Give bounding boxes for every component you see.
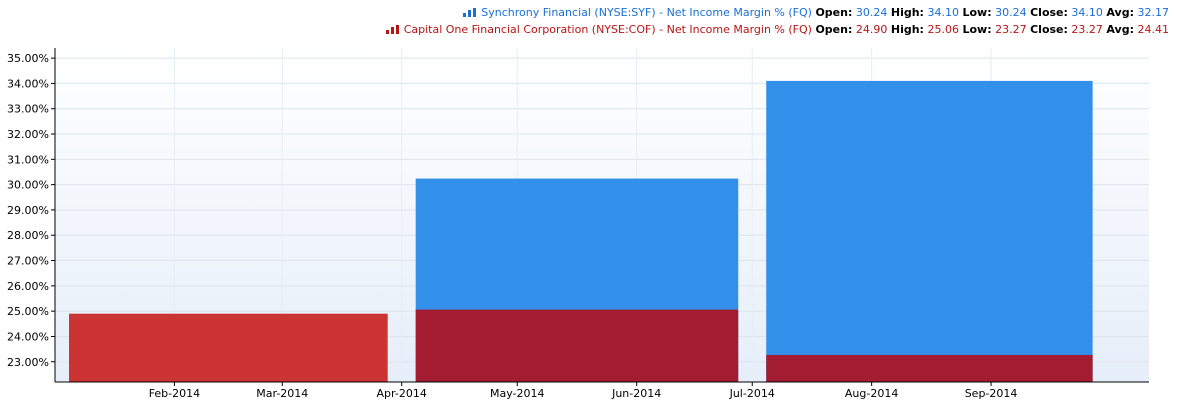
- x-tick-label: Jun-2014: [611, 387, 661, 400]
- legend-high-value: 25.06: [927, 23, 959, 36]
- legend-low-label: Low:: [962, 6, 992, 19]
- legend-syf[interactable]: Synchrony Financial (NYSE:SYF) - Net Inc…: [463, 6, 1169, 19]
- legend-close-label: Close:: [1030, 6, 1068, 19]
- legend-close-value: 34.10: [1071, 6, 1103, 19]
- legend-close-value: 23.27: [1071, 23, 1103, 36]
- y-tick-label: 29.00%: [7, 204, 49, 217]
- x-tick-label: Sep-2014: [965, 387, 1018, 400]
- legend-close-label: Close:: [1030, 23, 1068, 36]
- legend-series-name: Synchrony Financial (NYSE:SYF) - Net Inc…: [481, 6, 812, 19]
- axes: 23.00% 24.00% 25.00% 26.00% 27.00% 28.00% 29.0…: [7, 48, 1149, 400]
- legend-open-label: Open:: [815, 23, 853, 36]
- x-tick-label: Jul-2014: [729, 387, 775, 400]
- legend-cof[interactable]: Capital One Financial Corporation (NYSE:…: [385, 23, 1170, 36]
- legend-avg-value: 24.41: [1137, 23, 1170, 36]
- legend-high-label: High:: [890, 6, 924, 19]
- y-tick-label: 26.00%: [7, 280, 49, 293]
- syf-bar: [766, 80, 1093, 383]
- legend-open-label: Open:: [815, 6, 853, 19]
- y-tick-label: 34.00%: [7, 77, 49, 90]
- legend-avg-label: Avg:: [1106, 23, 1134, 36]
- y-tick-label: 35.00%: [7, 52, 49, 65]
- legend-series-name: Capital One Financial Corporation (NYSE:…: [403, 23, 812, 36]
- legend-high-value: 34.10: [927, 6, 959, 19]
- y-tick-label: 25.00%: [7, 305, 49, 318]
- legend-avg-value: 32.17: [1137, 6, 1170, 19]
- y-tick-label: 30.00%: [7, 179, 49, 192]
- cof-bar: [415, 309, 739, 382]
- y-tick-label: 32.00%: [7, 128, 49, 141]
- bars: [69, 80, 1093, 383]
- legend-open-value: 24.90: [855, 23, 888, 36]
- y-tick-label: 23.00%: [7, 356, 49, 369]
- legend-high-label: High:: [890, 23, 924, 36]
- y-tick-label: 24.00%: [7, 330, 49, 343]
- x-tick-label: Apr-2014: [377, 387, 427, 400]
- y-tick-label: 27.00%: [7, 255, 49, 268]
- x-tick-label: Mar-2014: [256, 387, 308, 400]
- cof-bar: [766, 354, 1093, 382]
- legend-open-value: 30.24: [855, 6, 888, 19]
- legend-low-value: 30.24: [995, 6, 1027, 19]
- x-tick-label: Feb-2014: [149, 387, 200, 400]
- y-tick-label: 31.00%: [7, 153, 49, 166]
- bar-chart-icon: [385, 25, 399, 34]
- legend-low-label: Low:: [962, 23, 992, 36]
- legend-avg-label: Avg:: [1106, 6, 1134, 19]
- cof-bar: [69, 313, 388, 382]
- x-tick-label: Aug-2014: [845, 387, 898, 400]
- legend-low-value: 23.27: [995, 23, 1027, 36]
- bar-chart-icon: [463, 8, 477, 17]
- y-tick-label: 33.00%: [7, 103, 49, 116]
- x-tick-label: May-2014: [490, 387, 545, 400]
- y-tick-label: 28.00%: [7, 229, 49, 242]
